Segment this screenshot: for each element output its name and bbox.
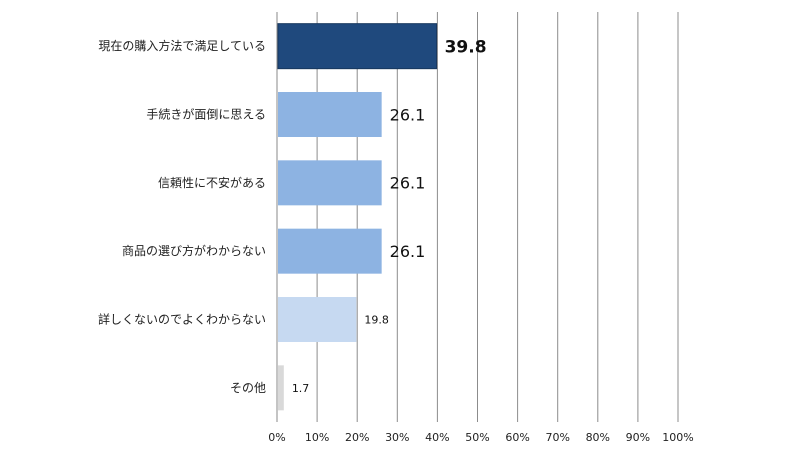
grid-lines [276,12,679,422]
category-label: 詳しくないのでよくわからない [98,312,266,327]
x-tick-label: 70% [545,431,569,444]
bar [277,23,438,70]
category-label: 手続きが面倒に思える [146,107,266,122]
x-tick-label: 30% [385,431,409,444]
value-label: 26.1 [390,105,426,124]
bar [278,297,357,342]
value-label: 26.1 [390,242,426,261]
value-label: 1.7 [292,382,310,395]
x-tick-label: 10% [305,431,329,444]
value-label: 19.8 [364,313,389,326]
value-label: 39.8 [445,37,487,57]
x-tick-label: 50% [465,431,489,444]
value-label: 26.1 [390,174,426,193]
value-labels: 39.8 26.1 26.1 26.1 19.8 1.7 [292,37,487,395]
x-tick-label: 100% [662,431,693,444]
x-tick-labels: 0% 10% 20% 30% 40% 50% 60% 70% 80% 90% 100% [268,431,693,444]
x-tick-label: 80% [586,431,610,444]
bars [277,23,438,411]
category-label: その他 [230,381,266,395]
x-tick-label: 20% [345,431,369,444]
category-label: 現在の購入方法で満足している [98,38,266,53]
x-tick-label: 40% [425,431,449,444]
bar [278,365,284,411]
x-tick-label: 90% [626,431,650,444]
bar [278,92,382,137]
x-tick-label: 60% [505,431,529,444]
bar [278,160,382,206]
bar [278,228,382,274]
category-label: 信頼性に不安がある [158,175,266,190]
category-label: 商品の選び方がわからない [122,243,266,258]
category-labels: 現在の購入方法で満足している手続きが面倒に思える信頼性に不安がある商品の選び方が… [98,38,266,395]
x-tick-label: 0% [268,431,285,444]
